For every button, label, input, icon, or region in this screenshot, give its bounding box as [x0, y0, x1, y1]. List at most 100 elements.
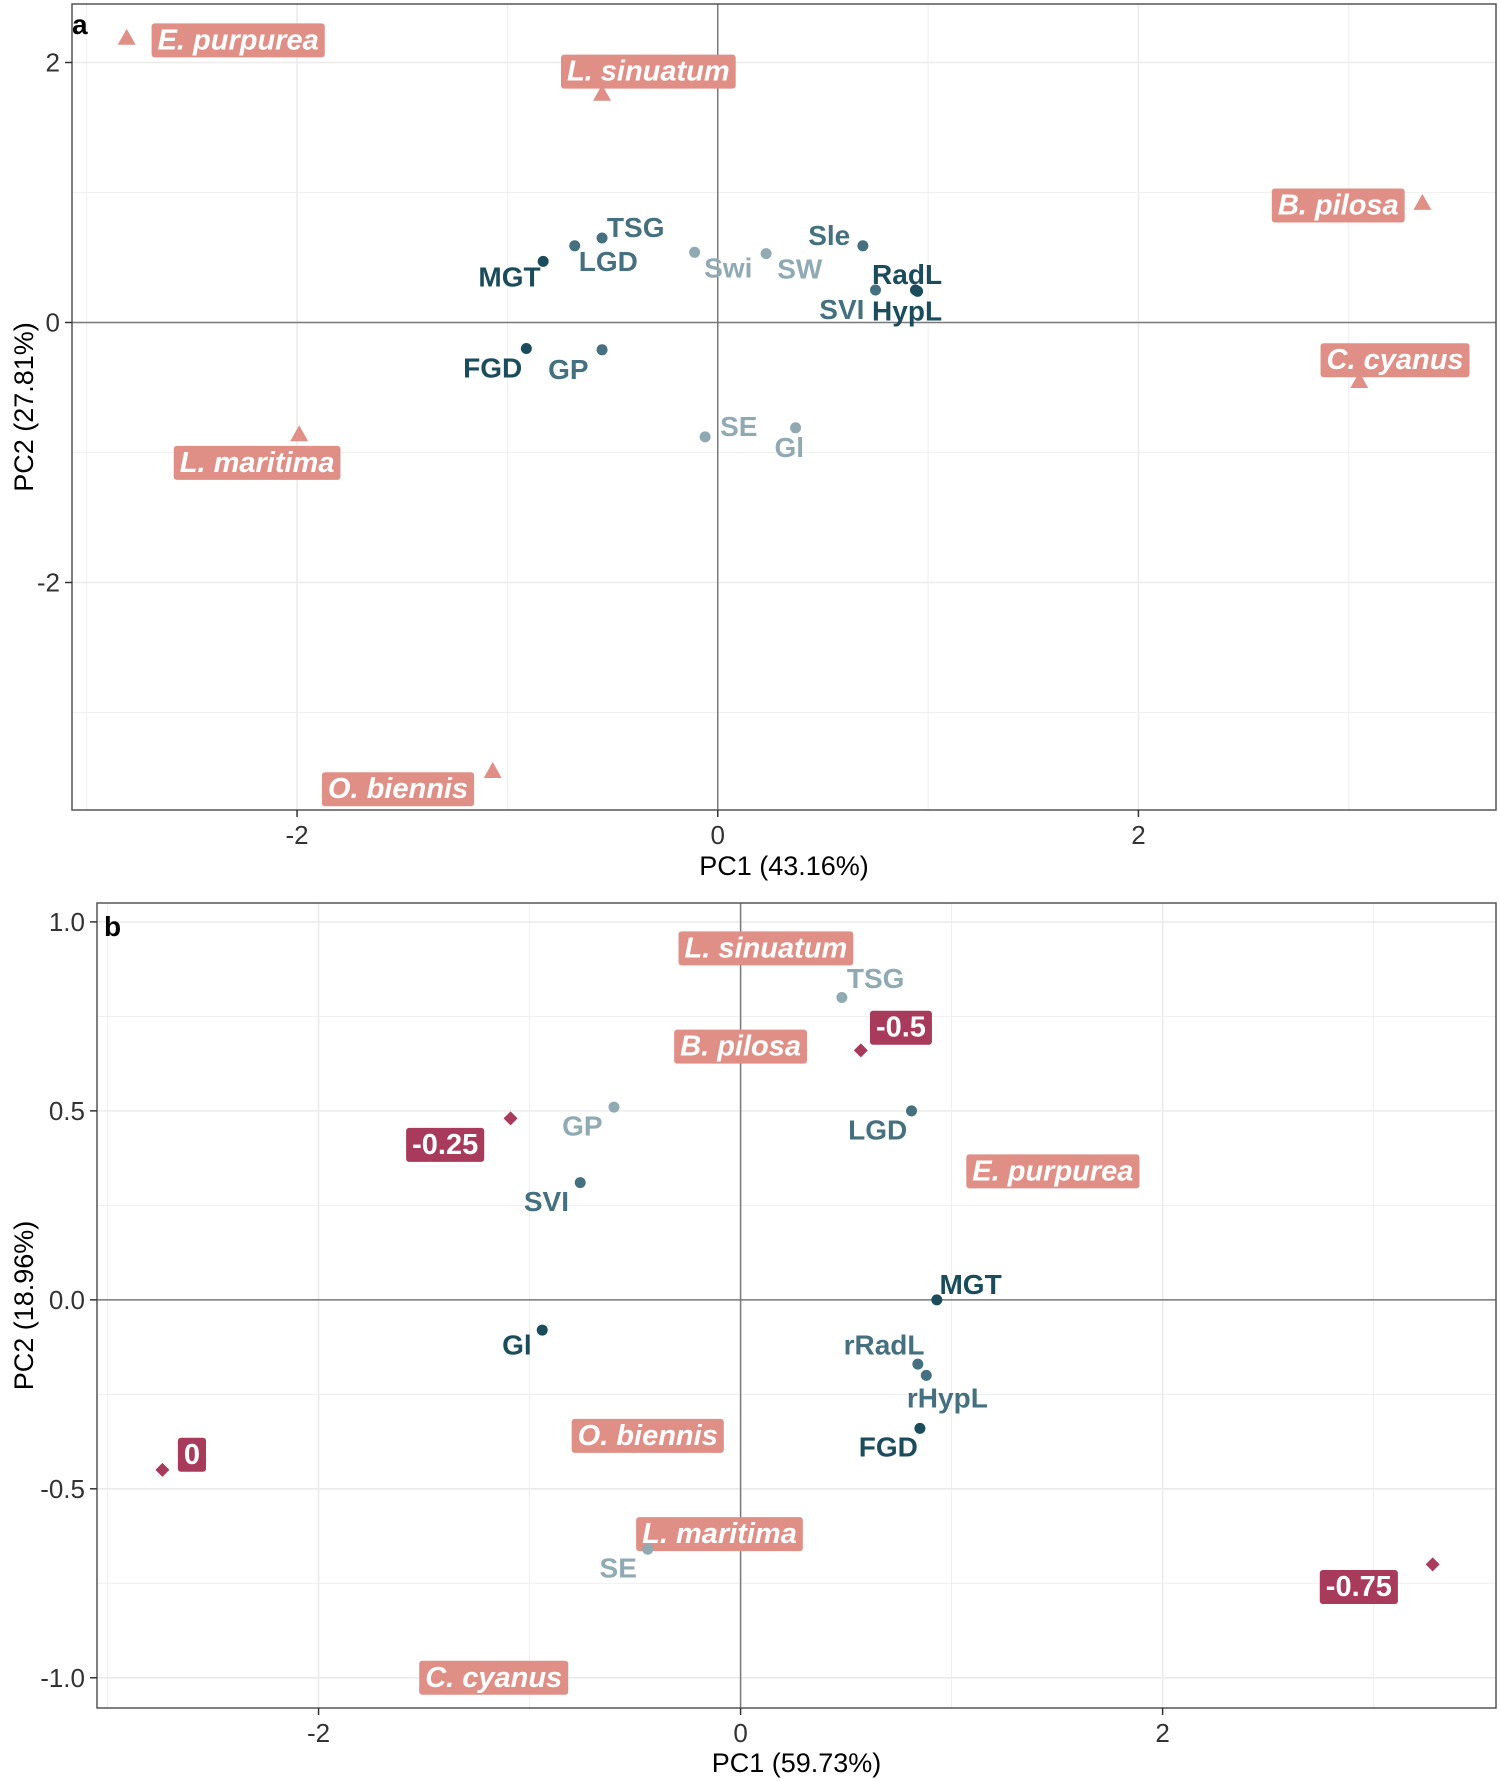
variable-label: MGT	[939, 1269, 1001, 1300]
species-label-box	[560, 54, 736, 89]
species-label-group: E. purpurea	[151, 23, 325, 58]
species-label-group: B. pilosa	[674, 1029, 808, 1064]
panel-border	[96, 902, 1497, 1709]
variable-label: SVI	[819, 294, 864, 325]
variable-label: Gl	[774, 432, 804, 463]
species-label-group: L. maritima	[173, 445, 341, 480]
panel-b: -2 0 2 -1.0 -0.5 0.0 0.5 1.0 PC1 (59.73%) PC2 (18…	[9, 902, 1497, 1778]
species-label-group: L. maritima	[636, 1517, 803, 1552]
variable-label: Sle	[808, 220, 850, 251]
x-tick-label: 2	[1131, 820, 1145, 850]
y-tick-label: 0.0	[49, 1285, 85, 1315]
y-axis-title: PC2 (27.81%)	[9, 322, 39, 492]
species-label-box	[419, 1660, 569, 1695]
species-label-box	[636, 1517, 803, 1552]
variable-point	[596, 344, 608, 356]
variable-label: rRadL	[844, 1330, 925, 1361]
level-label-box	[1319, 1570, 1398, 1605]
level-label: -0.5	[876, 1012, 926, 1044]
species-label-group: L. sinuatum	[678, 931, 854, 966]
variable-point	[642, 1543, 654, 1555]
variable-label: FGD	[859, 1432, 918, 1463]
level-label-box	[869, 1010, 932, 1045]
species-marker	[483, 762, 502, 778]
variable-label: RadL	[872, 259, 942, 290]
variable-point	[520, 343, 532, 354]
species-label-box	[678, 931, 854, 966]
variable-point	[574, 1177, 586, 1189]
species-label-group: B. pilosa	[1271, 188, 1405, 223]
species-label-group: O. biennis	[571, 1418, 724, 1453]
variable-point	[536, 1324, 548, 1336]
y-tick-label: 0.5	[49, 1096, 85, 1126]
x-tick-label: 2	[1155, 1718, 1169, 1748]
variable-point	[836, 991, 848, 1003]
y-tick-label: 0	[46, 308, 60, 338]
level-label-group: 0	[177, 1437, 207, 1472]
species-marker	[593, 84, 612, 101]
x-axis-title: PC1 (59.73%)	[712, 1748, 882, 1778]
species-label-box	[966, 1154, 1140, 1189]
species-label-group: C. cyanus	[1320, 343, 1470, 378]
panel-letter: b	[104, 911, 121, 942]
species-marker	[1350, 372, 1369, 388]
species-label-box	[321, 772, 475, 807]
variable-label: LGD	[848, 1114, 907, 1145]
species-label: E. purpurea	[158, 24, 319, 56]
species-label-box	[571, 1418, 724, 1453]
y-tick-label: 1.0	[49, 907, 85, 937]
level-label-group: -0.25	[406, 1127, 485, 1162]
variable-label: Swi	[704, 252, 752, 283]
x-tick-label: 0	[711, 820, 725, 850]
species-label-group: C. cyanus	[419, 1660, 569, 1695]
species-label: O. biennis	[328, 773, 468, 805]
y-tick-label: -1.0	[40, 1663, 85, 1693]
variable-point	[689, 246, 701, 258]
level-label: -0.25	[412, 1129, 478, 1161]
variable-point	[790, 422, 802, 434]
x-tick-label: 0	[733, 1718, 747, 1748]
level-marker	[853, 1043, 868, 1058]
variable-label: SW	[777, 254, 823, 285]
species-label: L. sinuatum	[685, 932, 848, 964]
level-marker	[503, 1111, 518, 1126]
variable-point	[596, 232, 608, 244]
level-label-box	[177, 1437, 207, 1472]
species-label-box	[1271, 188, 1405, 223]
variable-label: SVI	[524, 1186, 569, 1217]
species-label: E. purpurea	[972, 1155, 1133, 1187]
variable-point	[608, 1101, 620, 1113]
species-label-group: E. purpurea	[966, 1154, 1140, 1189]
species-label-box	[1320, 343, 1470, 378]
variable-point	[857, 240, 869, 252]
level-marker	[155, 1462, 170, 1477]
variable-label: LGD	[579, 246, 638, 277]
y-tick-label: 2	[46, 48, 60, 78]
variable-label: rHypL	[907, 1383, 988, 1414]
variable-point	[537, 255, 549, 267]
x-tick-label: -2	[286, 820, 309, 850]
species-label: B. pilosa	[680, 1031, 801, 1063]
species-label: L. maritima	[642, 1518, 797, 1550]
variable-point	[906, 1105, 918, 1117]
species-label: C. cyanus	[1327, 344, 1464, 376]
species-label-box	[674, 1029, 808, 1064]
species-label-group: L. sinuatum	[560, 54, 736, 89]
x-axis-title: PC1 (43.16%)	[699, 851, 869, 881]
species-label: L. sinuatum	[567, 56, 730, 88]
variable-point	[912, 1358, 924, 1370]
y-axis-title: PC2 (18.96%)	[9, 1221, 39, 1391]
level-marker	[1425, 1557, 1440, 1572]
species-label: O. biennis	[578, 1420, 718, 1452]
y-tick-label: -0.5	[40, 1474, 85, 1504]
level-label-box	[406, 1127, 485, 1162]
variable-point	[931, 1294, 943, 1306]
variable-label: GP	[562, 1110, 602, 1141]
variable-point	[912, 285, 924, 297]
species-marker	[117, 28, 136, 45]
species-label: C. cyanus	[425, 1662, 562, 1694]
variable-label: MGT	[478, 262, 540, 293]
variable-label: TSG	[607, 212, 665, 243]
variable-label: SE	[720, 411, 757, 442]
variable-point	[869, 284, 881, 296]
